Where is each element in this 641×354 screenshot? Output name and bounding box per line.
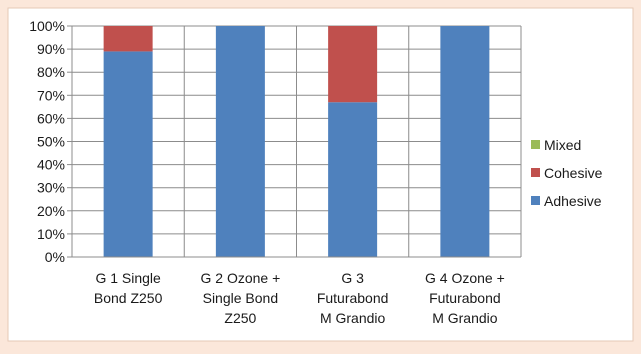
y-tick-label: 50% <box>37 134 65 150</box>
x-tick-label: G 1 Single <box>95 270 161 286</box>
x-tick-label: G 4 Ozone + <box>425 270 505 286</box>
x-tick-label: G 3 <box>341 270 364 286</box>
bar-adhesive-3 <box>328 102 378 257</box>
y-tick-label: 80% <box>37 64 65 80</box>
y-tick-label: 10% <box>37 226 65 242</box>
x-tick-label: Futurabond <box>429 290 501 306</box>
legend-swatch-mixed <box>531 140 540 149</box>
y-tick-label: 100% <box>29 18 65 34</box>
x-tick-label: M Grandio <box>320 310 386 326</box>
bar-cohesive-1 <box>103 26 153 52</box>
y-tick-label: 40% <box>37 157 65 173</box>
bar-cohesive-3 <box>328 26 378 103</box>
y-tick-label: 30% <box>37 180 65 196</box>
bar-adhesive-1 <box>103 51 153 257</box>
x-tick-label: G 2 Ozone + <box>200 270 280 286</box>
x-tick-label: M Grandio <box>432 310 498 326</box>
bar-adhesive-2 <box>215 26 265 257</box>
bar-adhesive-4 <box>440 26 490 257</box>
legend-swatch-adhesive <box>531 196 540 205</box>
x-tick-label: Bond Z250 <box>94 290 163 306</box>
x-tick-label: Z250 <box>224 310 256 326</box>
y-tick-label: 60% <box>37 110 65 126</box>
x-tick-label: Single Bond <box>203 290 279 306</box>
legend-label-mixed: Mixed <box>544 137 581 153</box>
bars <box>103 26 490 257</box>
y-tick-label: 0% <box>45 249 65 265</box>
legend-label-cohesive: Cohesive <box>544 165 603 181</box>
y-axis: 0% 10% 20% 30% 40% 50% 60% 70% 80% 90% 100% <box>29 18 73 265</box>
x-tick-label: Futurabond <box>317 290 389 306</box>
y-tick-label: 90% <box>37 41 65 57</box>
y-tick-label: 70% <box>37 87 65 103</box>
legend-swatch-cohesive <box>531 168 540 177</box>
y-tick-label: 20% <box>37 203 65 219</box>
legend: Mixed Cohesive Adhesive <box>531 137 603 209</box>
legend-label-adhesive: Adhesive <box>544 193 602 209</box>
x-axis: G 1 Single Bond Z250 G 2 Ozone + Single Bon… <box>72 256 521 326</box>
